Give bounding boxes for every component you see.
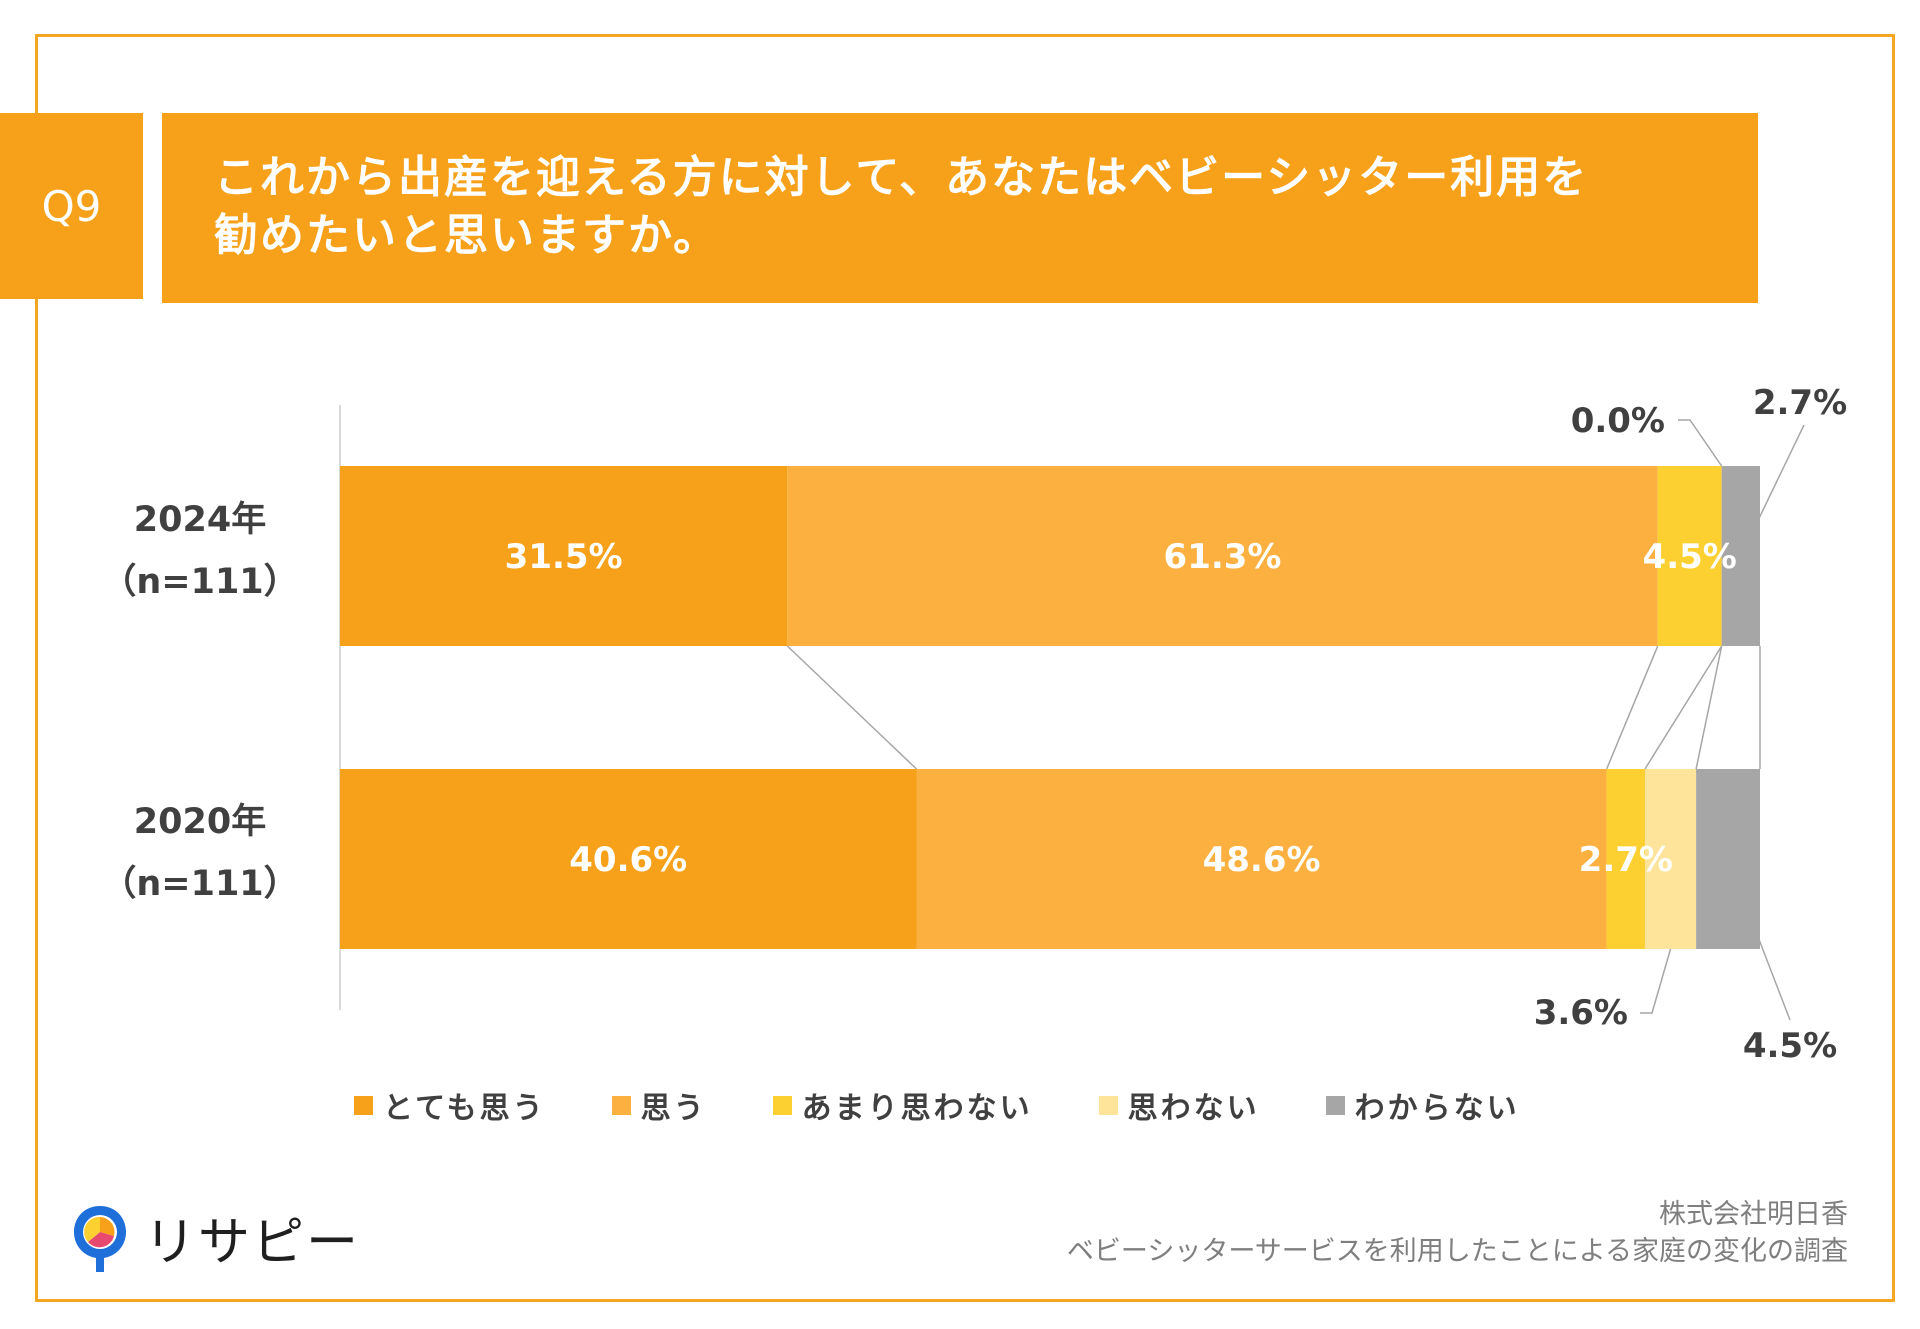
- legend-item: わからない: [1325, 1083, 1520, 1127]
- legend-swatch: [354, 1095, 373, 1115]
- footer-company: 株式会社明日香: [1659, 1199, 1848, 1230]
- legend-label: 思う: [640, 1091, 707, 1126]
- data-label: 31.5%: [505, 537, 623, 577]
- logo-text: リサピー: [144, 1213, 361, 1273]
- legend-swatch: [772, 1095, 792, 1115]
- bar-segment: [787, 466, 1658, 646]
- legend-item: とても思う: [354, 1083, 546, 1127]
- bar-segment: [916, 769, 1607, 949]
- callout-label: 3.6%: [1534, 993, 1628, 1033]
- bar-segment: [1606, 769, 1645, 949]
- category-label-2024: 2024年 （n=111）: [100, 489, 300, 613]
- footer-credit: 株式会社明日香 ベビーシッターサービスを利用したことによる家庭の変化の調査: [1067, 1196, 1848, 1270]
- callout-leader-line: [1740, 424, 1805, 557]
- category-label-2020: 2020年 （n=111）: [100, 791, 300, 915]
- bar-segment: [340, 769, 917, 949]
- callout-leader-line: [1727, 858, 1791, 1021]
- data-label: 4.5%: [1643, 537, 1737, 577]
- data-label: 48.6%: [1203, 840, 1321, 880]
- callout-label: 2.7%: [1753, 383, 1847, 423]
- question-title: これから出産を迎える方に対して、あなたはベビーシッター利用を 勧めたいと思います…: [214, 152, 1589, 261]
- bar-segment: [1644, 769, 1697, 949]
- bar-segment: [340, 466, 788, 646]
- category-n: （n=111）: [101, 562, 299, 602]
- callout-leader-line: [1678, 419, 1723, 467]
- series-connector-line: [1644, 645, 1723, 770]
- legend-label: とても思う: [383, 1091, 546, 1126]
- legend-swatch: [1325, 1095, 1345, 1115]
- data-label: 2.7%: [1579, 840, 1673, 880]
- question-badge: Q9: [0, 113, 143, 299]
- callout-label: 0.0%: [1571, 401, 1665, 441]
- legend-label: わからない: [1354, 1091, 1520, 1126]
- category-n: （n=111）: [101, 864, 299, 904]
- category-year: 2024年: [133, 500, 267, 540]
- legend-swatch: [611, 1095, 631, 1115]
- logo: リサピー: [70, 1200, 360, 1275]
- legend-item: 思わない: [1098, 1083, 1260, 1127]
- legend-swatch: [1098, 1095, 1118, 1115]
- series-connector-line: [1695, 645, 1723, 770]
- footer-survey: ベビーシッターサービスを利用したことによる家庭の変化の調査: [1066, 1236, 1848, 1267]
- series-connector-line: [1605, 645, 1659, 770]
- bar-segment: [1657, 466, 1722, 646]
- data-label: 61.3%: [1164, 537, 1282, 577]
- legend-label: あまり思わない: [801, 1091, 1033, 1126]
- series-connector-line: [786, 645, 918, 770]
- callout-label: 4.5%: [1743, 1026, 1837, 1066]
- callout-leader-line: [1640, 948, 1672, 1014]
- pin-logo-icon: [74, 1205, 126, 1272]
- frame-border: [35, 34, 1895, 1302]
- data-label: 40.6%: [569, 840, 687, 880]
- legend: とても思う 思う あまり思わない 思わない わからない: [354, 1083, 1586, 1127]
- title-bar: これから出産を迎える方に対して、あなたはベビーシッター利用を 勧めたいと思います…: [162, 113, 1758, 303]
- legend-label: 思わない: [1127, 1091, 1260, 1126]
- legend-item: あまり思わない: [772, 1083, 1033, 1127]
- legend-item: 思う: [611, 1083, 707, 1127]
- category-year: 2020年: [133, 802, 267, 842]
